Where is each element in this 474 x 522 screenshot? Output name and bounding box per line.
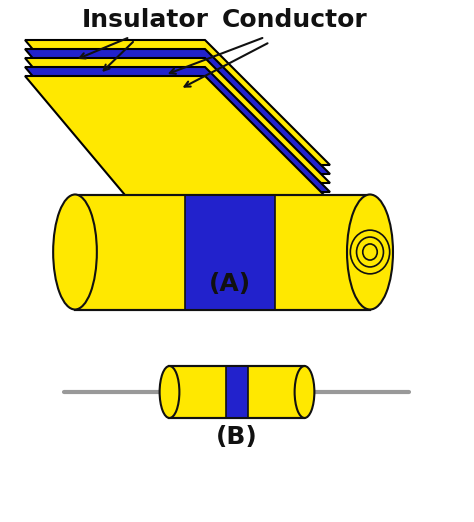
Text: Insulator: Insulator (82, 8, 209, 32)
Ellipse shape (160, 366, 179, 418)
Polygon shape (25, 67, 330, 192)
Polygon shape (25, 58, 330, 183)
Ellipse shape (295, 366, 314, 418)
Polygon shape (25, 49, 330, 174)
Polygon shape (25, 40, 330, 165)
Polygon shape (25, 76, 330, 201)
Text: Conductor: Conductor (222, 8, 368, 32)
Bar (226, 366, 248, 418)
Bar (75, 195, 370, 310)
Bar (185, 195, 275, 310)
Ellipse shape (53, 195, 97, 310)
Bar (170, 366, 304, 418)
Text: (A): (A) (209, 272, 251, 296)
Text: (B): (B) (216, 425, 258, 449)
Ellipse shape (347, 195, 393, 310)
